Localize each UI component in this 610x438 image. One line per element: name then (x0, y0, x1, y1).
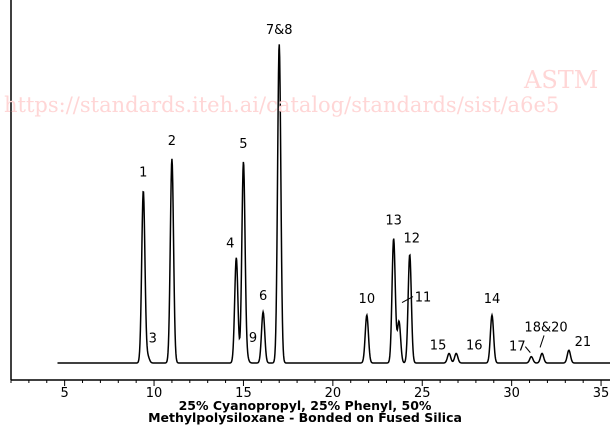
peak-label-7-8: 7&8 (266, 23, 293, 38)
peak-label-11: 11 (415, 291, 432, 306)
leader-line-11 (401, 296, 414, 303)
x-tick-label: 5 (61, 386, 69, 401)
peak-label-12: 12 (403, 232, 420, 247)
peak-label-18-20: 18&20 (524, 320, 567, 335)
x-axis-ticks (10, 380, 602, 386)
peak-label-leaders (401, 296, 545, 353)
x-tick-label: 30 (503, 386, 520, 401)
peak-label-10: 10 (359, 292, 376, 307)
peak-label-5: 5 (239, 137, 247, 152)
leader-line-17 (524, 346, 531, 353)
chart-caption-line-2: Methylpolysiloxane - Bonded on Fused Sil… (148, 410, 462, 425)
leader-line-18-20 (539, 335, 545, 348)
x-tick-label: 20 (325, 386, 342, 401)
peak-label-17: 17 (509, 340, 526, 355)
watermark-brand: ASTM (524, 66, 599, 94)
chromatogram-trace (57, 44, 610, 364)
peak-label-2: 2 (168, 134, 176, 149)
x-tick-label: 15 (235, 386, 252, 401)
watermark-url: https://standards.iteh.ai/catalog/standa… (4, 93, 560, 117)
x-tick-label: 10 (146, 386, 163, 401)
peak-label-4: 4 (226, 237, 234, 252)
peak-label-9: 9 (249, 331, 257, 346)
peak-label-3: 3 (149, 332, 157, 347)
peak-label-14: 14 (484, 292, 501, 307)
peak-label-1: 1 (139, 166, 147, 181)
peak-label-15: 15 (430, 338, 447, 353)
x-tick-label: 25 (414, 386, 431, 401)
chart-caption-line-1: 25% Cyanopropyl, 25% Phenyl, 50% (178, 398, 432, 413)
x-tick-label: 35 (593, 386, 610, 401)
peak-label-16: 16 (466, 338, 483, 353)
peak-label-21: 21 (575, 335, 592, 350)
x-axis-tick-labels: 5 10 15 20 25 30 35 (61, 386, 610, 401)
peak-label-13: 13 (385, 214, 402, 229)
peak-label-6: 6 (259, 289, 267, 304)
